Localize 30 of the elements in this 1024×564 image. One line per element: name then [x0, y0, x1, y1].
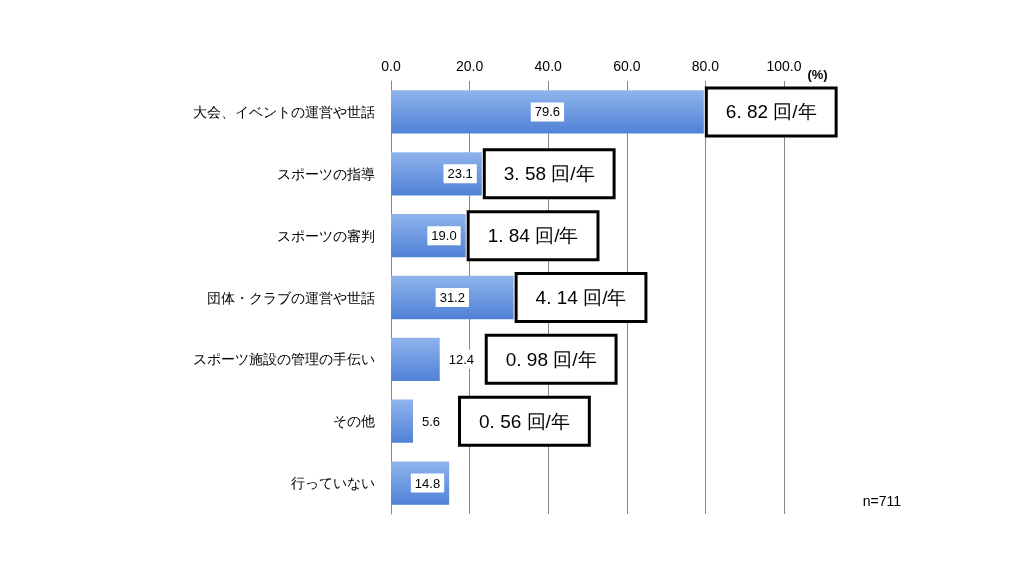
text: n=711 [862, 493, 902, 509]
y-tick-label: スポーツの指導 [277, 165, 375, 182]
data-label: 23.1 [447, 166, 473, 182]
y-tick-label: 行っていない [291, 475, 375, 492]
y-tick-label: その他 [333, 413, 375, 430]
data-label: 79.6 [534, 104, 561, 120]
y-tick-label: 団体・クラブの運営や世話 [207, 289, 375, 306]
bar [391, 399, 414, 443]
x-tick-label: 20.0 [455, 58, 484, 74]
data-label: 31.2 [439, 290, 465, 305]
annotation: 0. 98 回/年 [505, 348, 597, 370]
annotation: 4. 14 回/年 [535, 287, 627, 308]
data-label: 14.8 [414, 475, 441, 491]
annotation: 3. 58 回/年 [503, 163, 595, 185]
y-tick-label: スポーツ施設の管理の手伝い [193, 351, 375, 368]
annotation: 6. 82 回/年 [725, 101, 817, 123]
x-tick-label: 40.0 [534, 58, 563, 74]
x-axis-title: (%) [807, 67, 828, 82]
y-tick-label: 大会、イベントの運営や世話 [193, 103, 375, 120]
bar [391, 337, 440, 382]
x-tick-label: 80.0 [691, 58, 720, 74]
x-tick-label: 60.0 [613, 58, 641, 74]
data-label: 5.6 [422, 413, 441, 429]
x-tick-label: 0.0 [381, 58, 401, 74]
annotation: 1. 84 回/年 [487, 225, 579, 247]
annotation: 0. 56 回/年 [479, 410, 570, 432]
x-tick-label: 100.0 [766, 58, 802, 74]
data-label: 19.0 [431, 228, 457, 244]
data-label: 12.4 [448, 351, 475, 367]
y-tick-label: スポーツの審判 [277, 227, 375, 244]
